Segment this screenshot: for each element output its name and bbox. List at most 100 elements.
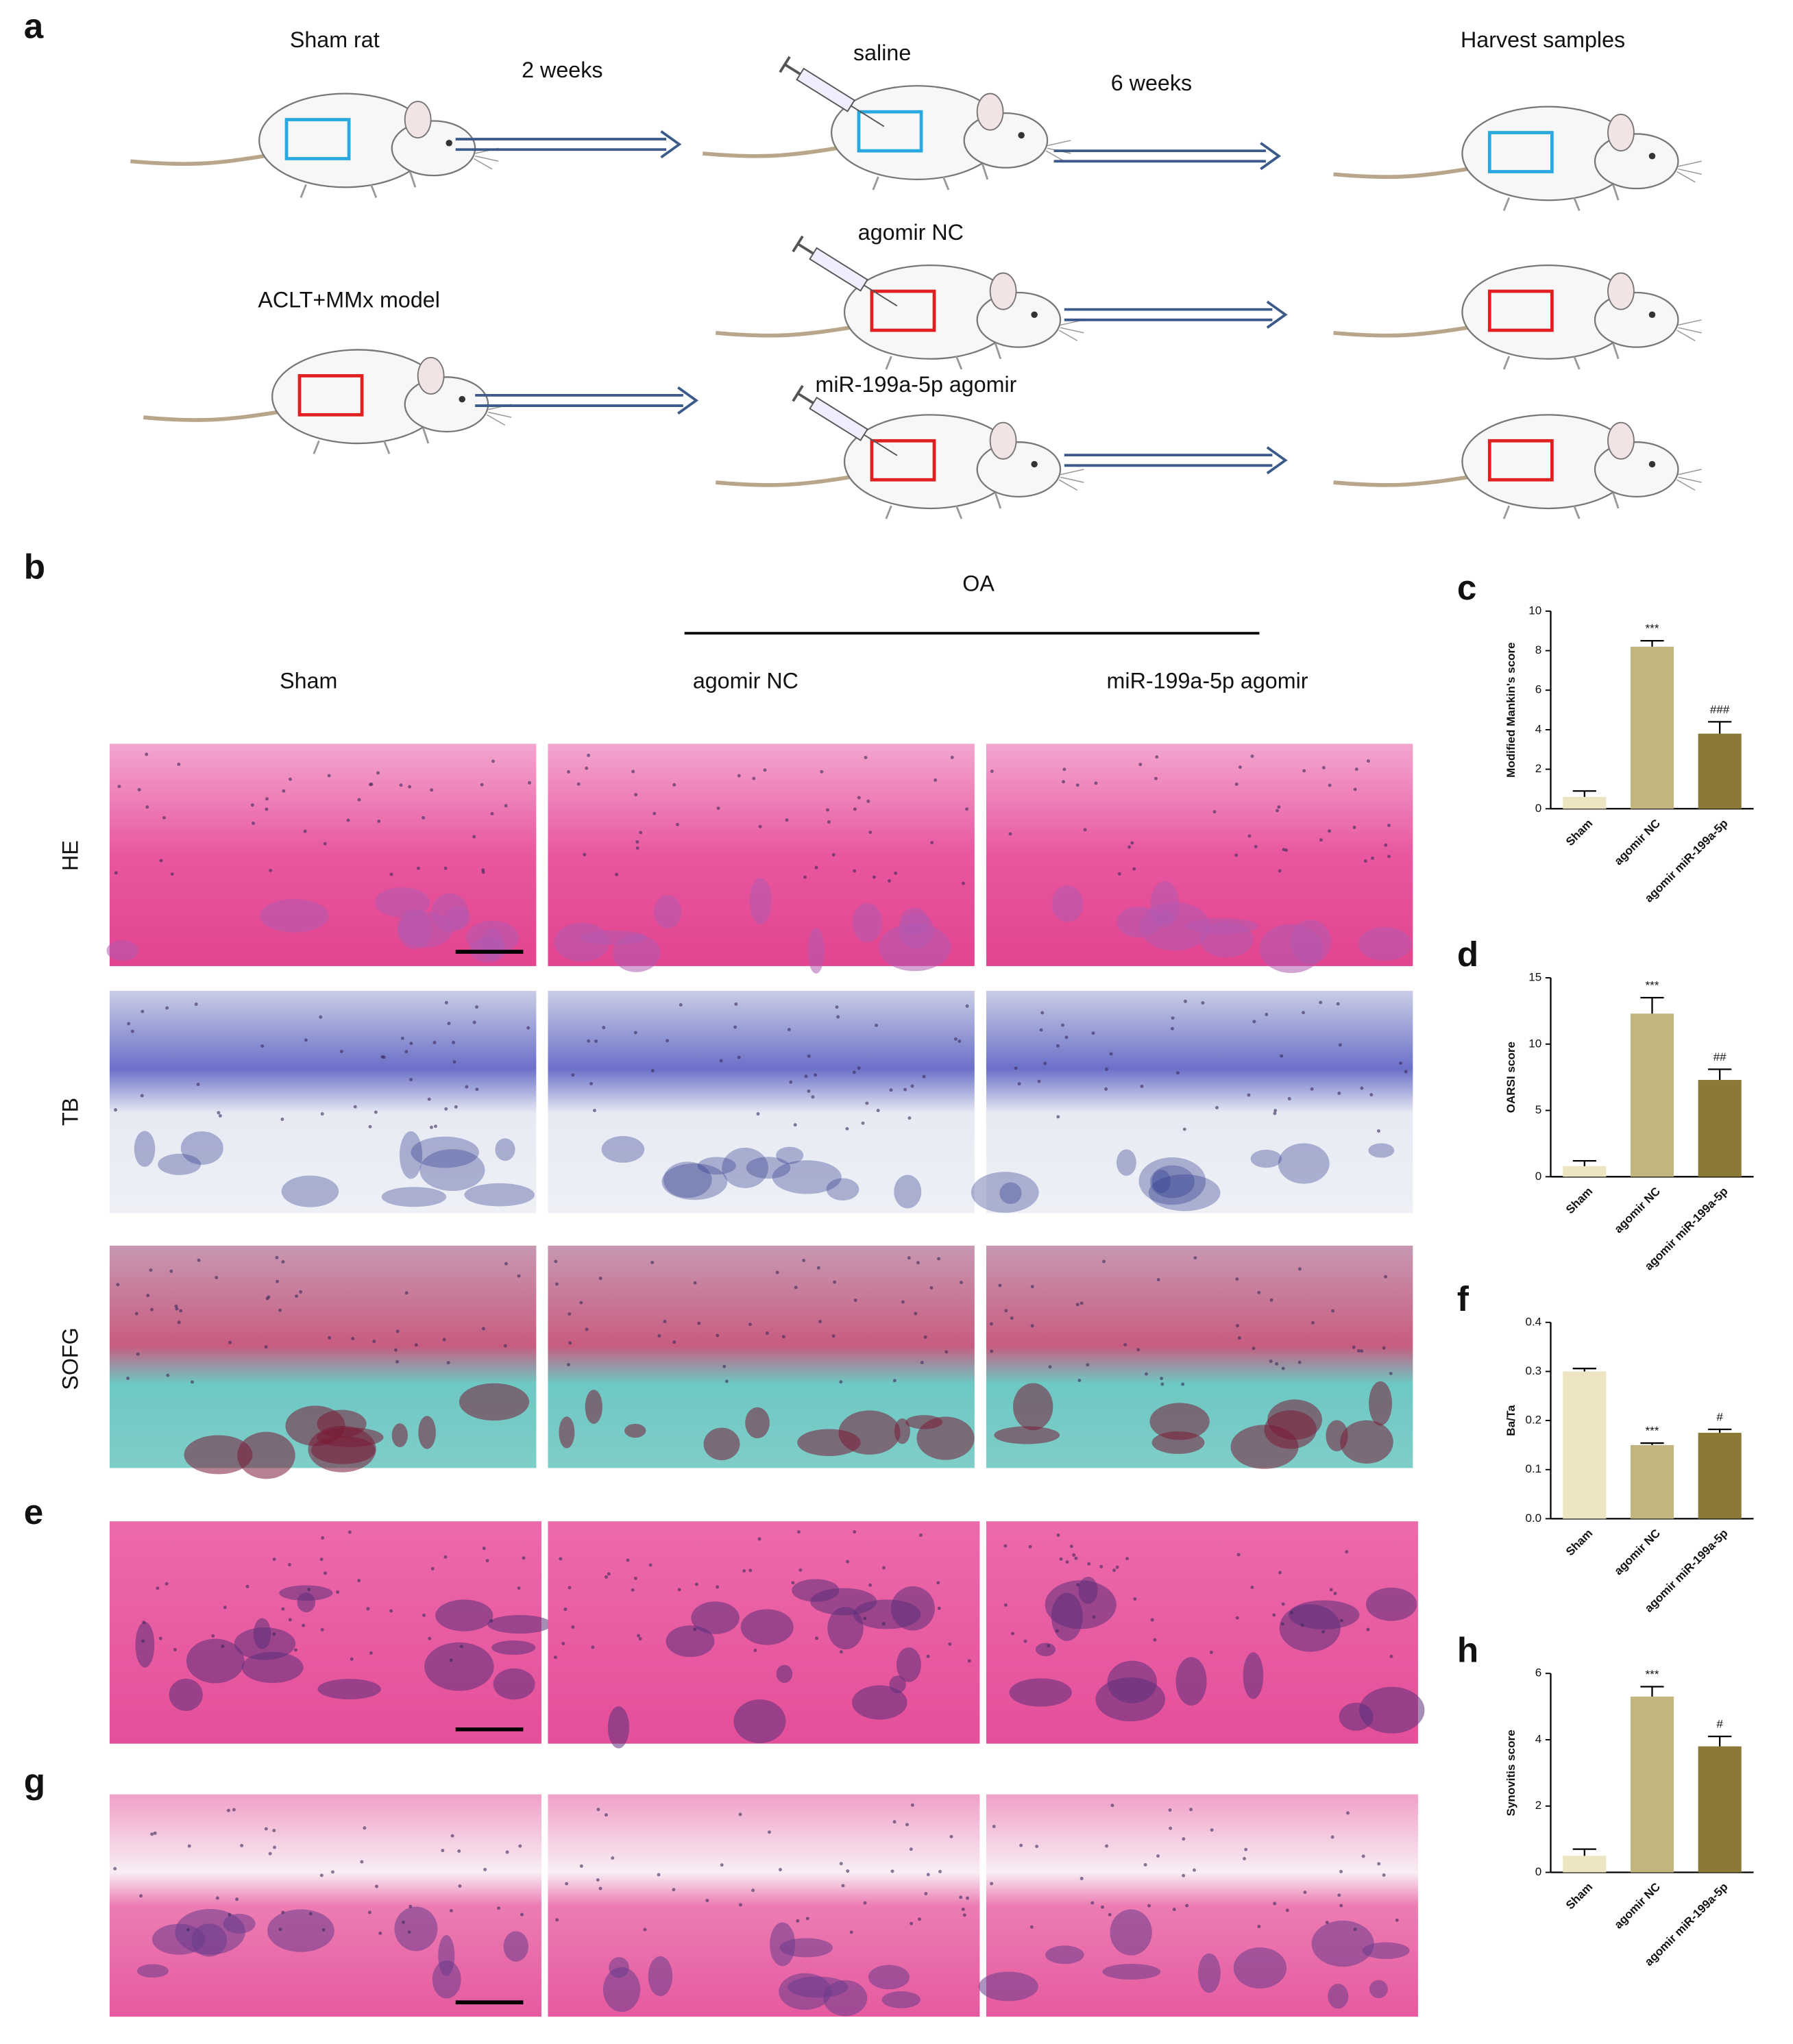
cell-dot xyxy=(145,752,149,756)
cell-dot xyxy=(695,1582,698,1586)
cell-dot xyxy=(1154,776,1158,780)
cell-dot xyxy=(520,1912,524,1917)
error-bar xyxy=(1640,639,1664,647)
cell-dot xyxy=(1193,1256,1197,1260)
cell-dot xyxy=(1185,1904,1189,1908)
cell-dot xyxy=(934,778,938,782)
y-axis-title: Modified Mankin's score xyxy=(1504,642,1517,777)
cell-dot xyxy=(134,1312,138,1316)
y-tick-label: 2 xyxy=(1535,1799,1541,1812)
cell-dot xyxy=(228,1912,232,1917)
tissue-texture xyxy=(1175,1657,1207,1706)
cell-dot xyxy=(141,1009,145,1013)
cell-dot xyxy=(602,1026,606,1030)
cell-dot xyxy=(481,1327,485,1331)
cell-dot xyxy=(372,1339,376,1343)
tissue-texture xyxy=(722,1147,768,1188)
cell-dot xyxy=(716,1333,720,1338)
cell-dot xyxy=(1094,781,1098,785)
cell-dot xyxy=(1035,1845,1039,1849)
tissue-texture xyxy=(180,1131,223,1165)
cell-dot xyxy=(1010,1316,1014,1320)
cell-dot xyxy=(1086,1363,1090,1367)
y-tick-label: 10 xyxy=(1528,1037,1541,1050)
cell-dot xyxy=(1277,805,1281,809)
schematic-text: ACLT+MMx model xyxy=(258,288,440,312)
cell-dot xyxy=(319,1873,324,1877)
cell-dot xyxy=(638,1637,642,1641)
cell-dot xyxy=(268,1851,272,1856)
tissue-texture xyxy=(1151,1431,1205,1454)
cell-dot xyxy=(966,1896,970,1900)
cell-dot xyxy=(281,1260,285,1264)
cell-dot xyxy=(1069,1544,1073,1549)
cell-dot xyxy=(633,1031,637,1035)
cell-dot xyxy=(1075,783,1080,787)
cell-dot xyxy=(265,797,269,801)
cell-dot xyxy=(235,1897,239,1901)
cell-dot xyxy=(959,1895,963,1899)
cell-dot xyxy=(1144,1372,1148,1376)
significance-label: # xyxy=(1716,1718,1723,1731)
tissue-texture xyxy=(1051,885,1084,922)
cell-dot xyxy=(339,1050,343,1054)
tissue-texture xyxy=(810,1588,877,1616)
cell-dot xyxy=(634,793,638,797)
cell-dot xyxy=(596,1878,600,1882)
cell-dot xyxy=(748,1322,752,1327)
cell-dot xyxy=(789,1080,793,1084)
cell-dot xyxy=(170,872,174,876)
tissue-texture xyxy=(1278,1143,1330,1184)
cell-dot xyxy=(1083,828,1087,832)
y-axis-title: Synovitis score xyxy=(1504,1729,1517,1816)
group-label: OA xyxy=(962,571,995,595)
bar xyxy=(1698,1433,1742,1519)
cell-dot xyxy=(1215,1106,1219,1109)
tissue-texture xyxy=(648,1956,673,1997)
cell-dot xyxy=(1209,1650,1213,1654)
cell-dot xyxy=(427,1097,431,1101)
cell-dot xyxy=(890,1869,894,1873)
cell-dot xyxy=(169,1269,173,1273)
cell-dot xyxy=(179,1309,183,1313)
cell-dot xyxy=(416,866,420,870)
cell-dot xyxy=(350,1657,354,1661)
schematic-text: Sham rat xyxy=(290,27,380,52)
cell-dot xyxy=(1043,1061,1047,1066)
tissue-texture xyxy=(772,1160,842,1194)
bar xyxy=(1698,1746,1742,1873)
tissue-texture xyxy=(237,1431,295,1479)
cell-dot xyxy=(998,1283,1002,1288)
cell-dot xyxy=(1136,1348,1141,1352)
cell-dot xyxy=(1382,1873,1386,1877)
arrow xyxy=(475,386,699,415)
cell-dot xyxy=(807,1089,811,1093)
cell-dot xyxy=(1237,1336,1241,1340)
cell-dot xyxy=(430,1566,435,1571)
tissue-texture xyxy=(971,1172,1039,1213)
cell-dot xyxy=(807,1054,811,1058)
tissue-texture xyxy=(424,1642,494,1691)
tissue-texture xyxy=(703,1427,740,1461)
cell-dot xyxy=(910,1803,914,1807)
cell-dot xyxy=(1278,1571,1282,1575)
cell-dot xyxy=(1377,1862,1381,1866)
cell-dot xyxy=(677,1588,681,1592)
tissue-texture xyxy=(749,878,772,925)
cell-dot xyxy=(679,1003,683,1007)
cell-dot xyxy=(604,1813,608,1817)
cell-dot xyxy=(1115,1565,1119,1569)
cell-dot xyxy=(724,1379,729,1383)
tissue-texture xyxy=(653,895,682,929)
cell-dot xyxy=(475,1005,478,1009)
cell-dot xyxy=(260,1044,265,1048)
cell-dot xyxy=(1212,810,1217,814)
y-tick-label: 0 xyxy=(1535,1865,1541,1878)
cell-dot xyxy=(1235,1616,1239,1620)
cell-dot xyxy=(1017,1082,1021,1086)
bar xyxy=(1563,1856,1607,1873)
cell-dot xyxy=(280,1118,284,1121)
cell-dot xyxy=(905,1823,909,1827)
cell-dot xyxy=(276,1279,280,1283)
cell-dot xyxy=(894,871,898,875)
